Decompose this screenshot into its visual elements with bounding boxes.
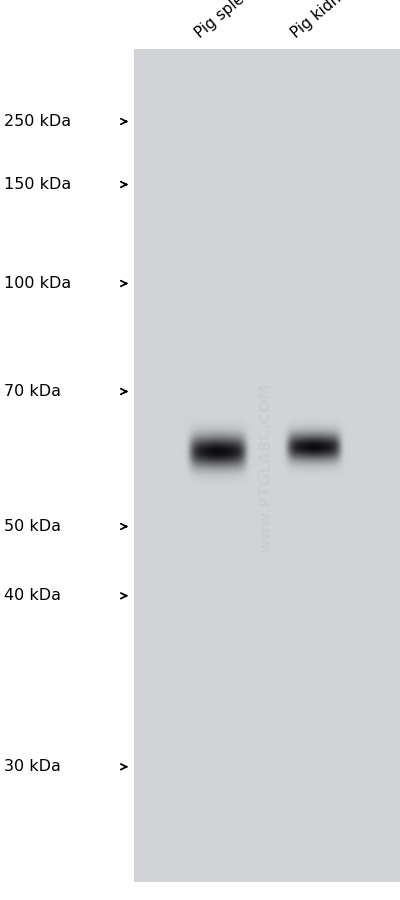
Text: www.PTGLABC.COM: www.PTGLABC.COM (258, 382, 274, 554)
Text: 70 kDa: 70 kDa (4, 384, 61, 399)
Text: Pig kidney: Pig kidney (288, 0, 358, 40)
Text: 250 kDa: 250 kDa (4, 114, 71, 129)
Text: 150 kDa: 150 kDa (4, 177, 71, 192)
Text: 30 kDa: 30 kDa (4, 760, 61, 774)
Text: 50 kDa: 50 kDa (4, 519, 61, 534)
Text: 40 kDa: 40 kDa (4, 589, 61, 603)
Text: 100 kDa: 100 kDa (4, 276, 71, 291)
Text: Pig spleen: Pig spleen (192, 0, 262, 40)
